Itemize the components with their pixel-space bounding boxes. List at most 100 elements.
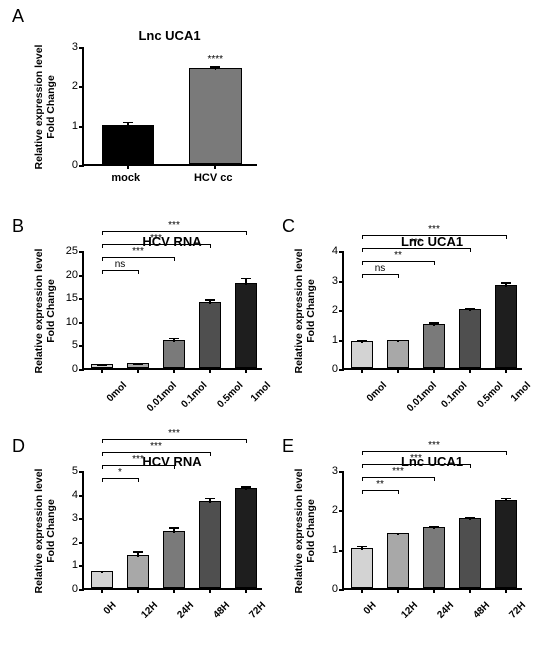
y-tick-label: 20 <box>58 269 78 281</box>
y-tick-mark <box>79 298 84 300</box>
x-tick-mark <box>173 368 175 373</box>
x-category-label: 0.5mol <box>215 380 245 410</box>
x-tick-mark <box>397 368 399 373</box>
panel-label: D <box>12 436 25 457</box>
error-cap <box>205 498 215 500</box>
bar <box>387 340 409 368</box>
error-cap <box>123 122 133 124</box>
plot-area: **** <box>82 48 257 166</box>
significance-bracket <box>102 270 138 271</box>
significance-text: *** <box>150 441 162 452</box>
significance-text: *** <box>392 466 404 477</box>
y-axis-label: Relative expression levelFold Change <box>33 249 57 374</box>
y-tick-label: 2 <box>58 536 78 548</box>
bar <box>102 125 155 164</box>
plot-area: ********** <box>82 472 262 590</box>
significance-bracket <box>362 477 434 478</box>
y-tick-label: 0 <box>58 159 78 171</box>
y-tick-label: 3 <box>58 41 78 53</box>
significance-bracket <box>102 452 210 453</box>
significance-text: *** <box>168 220 180 231</box>
panel-D: DHCV RNA**********Relative expression le… <box>12 436 272 646</box>
x-tick-mark <box>245 368 247 373</box>
significance-bracket <box>102 244 210 245</box>
x-tick-mark <box>397 588 399 593</box>
y-tick-label: 3 <box>318 275 338 287</box>
y-tick-mark <box>79 47 84 49</box>
significance-text: * <box>118 467 122 478</box>
x-tick-mark <box>173 588 175 593</box>
significance-bracket <box>362 464 470 465</box>
error-cap <box>205 299 215 301</box>
x-tick-mark <box>137 368 139 373</box>
panel-label: A <box>12 6 24 27</box>
x-tick-mark <box>209 368 211 373</box>
bar <box>199 501 221 588</box>
x-category-label: 12H <box>399 600 420 621</box>
significance-text: *** <box>410 237 422 248</box>
panel-B: BHCV RNAns*********Relative expression l… <box>12 216 272 426</box>
panel-label: E <box>282 436 294 457</box>
y-tick-label: 2 <box>58 80 78 92</box>
error-cap <box>169 338 179 340</box>
significance-bracket <box>102 257 174 258</box>
y-tick-label: 15 <box>58 292 78 304</box>
error-cap <box>210 66 220 68</box>
x-category-label: 0H <box>102 600 119 617</box>
x-category-label: 0.1mol <box>439 380 469 410</box>
y-tick-label: 5 <box>58 465 78 477</box>
error-cap <box>241 278 251 280</box>
significance-bracket <box>362 261 434 262</box>
y-tick-mark <box>79 251 84 253</box>
bar <box>351 341 373 368</box>
x-tick-mark <box>433 368 435 373</box>
bar <box>423 324 445 368</box>
x-category-label: mock <box>98 172 154 184</box>
y-tick-mark <box>79 471 84 473</box>
error-cap <box>97 364 107 366</box>
y-tick-label: 0 <box>58 363 78 375</box>
y-tick-mark <box>79 165 84 167</box>
bar <box>423 527 445 588</box>
x-category-label: 72H <box>507 600 528 621</box>
significance-bracket <box>102 439 246 440</box>
y-tick-label: 2 <box>318 304 338 316</box>
y-tick-label: 0 <box>318 583 338 595</box>
bar <box>199 302 221 368</box>
y-tick-mark <box>79 86 84 88</box>
bar <box>235 283 257 368</box>
x-category-label: 0.01mol <box>145 380 179 414</box>
x-category-label: 0.5mol <box>475 380 505 410</box>
y-tick-mark <box>339 510 344 512</box>
y-tick-mark <box>339 589 344 591</box>
y-tick-mark <box>339 310 344 312</box>
x-category-label: 48H <box>471 600 492 621</box>
x-tick-mark <box>433 588 435 593</box>
y-tick-label: 0 <box>58 583 78 595</box>
x-tick-mark <box>101 368 103 373</box>
y-tick-label: 0 <box>318 363 338 375</box>
significance-text: *** <box>168 428 180 439</box>
error-cap <box>501 282 511 284</box>
y-tick-label: 1 <box>58 559 78 571</box>
bar <box>189 68 242 164</box>
bar <box>495 500 517 589</box>
error-cap <box>393 533 403 535</box>
y-tick-mark <box>79 495 84 497</box>
x-category-label: HCV cc <box>185 172 241 184</box>
significance-text: ** <box>394 250 402 261</box>
significance-text: *** <box>428 440 440 451</box>
panel-label: C <box>282 216 295 237</box>
x-tick-mark <box>469 588 471 593</box>
y-tick-mark <box>79 345 84 347</box>
significance-bracket <box>362 451 506 452</box>
x-tick-mark <box>505 368 507 373</box>
x-tick-mark <box>505 588 507 593</box>
bar <box>495 285 517 368</box>
error-cap <box>429 526 439 528</box>
panel-E: ELnc UCA1***********Relative expression … <box>282 436 542 646</box>
x-category-label: 1mol <box>509 380 533 404</box>
panel-A: ALnc UCA1****Relative expression levelFo… <box>12 6 272 206</box>
chart-title: Lnc UCA1 <box>82 28 257 43</box>
significance-text: *** <box>428 224 440 235</box>
